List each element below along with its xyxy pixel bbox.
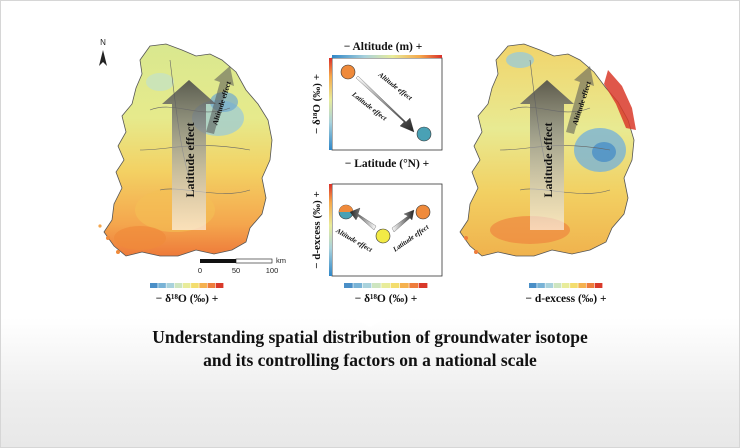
legend-swatch bbox=[578, 283, 586, 288]
latitude-arrow-right bbox=[520, 80, 574, 230]
latitude-effect-label: Latitude effect bbox=[183, 123, 197, 198]
legend-swatch bbox=[215, 283, 224, 288]
dexcess-panel: − d-excess (‰) + Altitude effect Latitud… bbox=[311, 183, 443, 305]
low-dexcess-core bbox=[592, 142, 616, 162]
latitude-axis-label: − Latitude (°N) + bbox=[345, 158, 429, 170]
legend-swatch bbox=[529, 283, 537, 288]
high-dexcess-coast bbox=[604, 70, 636, 130]
center-circle bbox=[375, 228, 391, 244]
altitude-latitude-panel: − Altitude (m) + − δ¹⁸O (‰) + Altitude e… bbox=[311, 41, 443, 170]
legend-swatch bbox=[390, 283, 400, 288]
legend-swatch bbox=[409, 283, 419, 288]
scale-tick-100: 100 bbox=[266, 266, 279, 275]
caption-notch bbox=[353, 318, 387, 327]
legend-swatch bbox=[150, 283, 158, 288]
legend-swatch bbox=[344, 283, 353, 288]
vertical-colorbar-top bbox=[329, 58, 332, 150]
arrow-to-right bbox=[391, 209, 415, 233]
legend-swatch bbox=[166, 283, 175, 288]
legend-swatch bbox=[586, 283, 595, 288]
island bbox=[474, 250, 478, 254]
vertical-colorbar-bottom bbox=[329, 184, 332, 276]
d18o-bottom-axis-label: − δ¹⁸O (‰) + bbox=[355, 293, 418, 305]
legend-swatch bbox=[537, 283, 545, 288]
legend-label-right: − d-excess (‰) + bbox=[525, 293, 606, 305]
scale-bar-white bbox=[235, 258, 273, 264]
caption: Understanding spatial distribution of gr… bbox=[0, 326, 740, 372]
diagonal-arrow bbox=[355, 75, 415, 133]
island bbox=[98, 224, 102, 228]
legend-swatch bbox=[418, 283, 428, 288]
legend-swatch bbox=[199, 283, 207, 288]
legend-swatch bbox=[553, 283, 562, 288]
altitude-axis-label: − Altitude (m) + bbox=[344, 41, 423, 53]
legend-swatch bbox=[362, 283, 372, 288]
low-point-circle bbox=[416, 126, 432, 142]
scale-tick-0: 0 bbox=[198, 266, 202, 275]
legend-swatch bbox=[545, 283, 554, 288]
legend-label-left: − δ¹⁸O (‰) + bbox=[156, 293, 219, 305]
altitude-arrow-right bbox=[566, 66, 594, 134]
island bbox=[106, 236, 110, 240]
scale-bar-black bbox=[200, 259, 236, 263]
right-map: Latitude effect Altitude effect − d-exce… bbox=[459, 43, 636, 305]
legend-swatch bbox=[207, 283, 216, 288]
legend-swatch bbox=[182, 283, 191, 288]
scale-unit: km bbox=[276, 256, 286, 265]
caption-band bbox=[1, 318, 739, 447]
island bbox=[116, 250, 120, 254]
legend-swatch bbox=[400, 283, 409, 288]
legend-colorbar-right bbox=[529, 283, 603, 288]
orange-half bbox=[339, 205, 353, 212]
legend-swatch bbox=[381, 283, 391, 288]
dexcess-axis-label: − d-excess (‰) + bbox=[311, 191, 323, 269]
caption-line-1: Understanding spatial distribution of gr… bbox=[152, 327, 588, 347]
blue-patch-north bbox=[506, 52, 534, 68]
legend-swatch bbox=[594, 283, 603, 288]
legend-swatch bbox=[372, 283, 381, 288]
north-arrow-icon bbox=[99, 50, 107, 66]
right-circle bbox=[415, 204, 431, 220]
legend-swatch bbox=[561, 283, 570, 288]
horizontal-colorbar-top bbox=[332, 55, 442, 58]
north-label: N bbox=[100, 38, 106, 47]
legend-swatch bbox=[353, 283, 363, 288]
arrow-to-left bbox=[349, 207, 377, 231]
latitude-arrow bbox=[162, 80, 216, 230]
left-map: Latitude effect Altitude effect N km 0 5… bbox=[98, 38, 286, 305]
caption-line-2: and its controlling factors on a nationa… bbox=[203, 350, 537, 370]
legend-swatch bbox=[570, 283, 578, 288]
island bbox=[464, 236, 468, 240]
legend-swatch bbox=[191, 283, 199, 288]
legend-swatch bbox=[174, 283, 183, 288]
altitude-arrow bbox=[206, 66, 234, 134]
legend-colorbar-left bbox=[150, 283, 224, 288]
legend-swatch bbox=[158, 283, 166, 288]
mild-patch bbox=[146, 73, 174, 91]
high-point-circle bbox=[340, 64, 356, 80]
scale-tick-50: 50 bbox=[232, 266, 240, 275]
panel-bottom-box bbox=[331, 183, 443, 277]
latitude-effect-label-right: Latitude effect bbox=[541, 123, 555, 198]
hot-patch bbox=[114, 226, 166, 250]
legend-colorbar-center bbox=[344, 283, 428, 288]
d18o-axis-label: − δ¹⁸O (‰) + bbox=[311, 74, 323, 134]
